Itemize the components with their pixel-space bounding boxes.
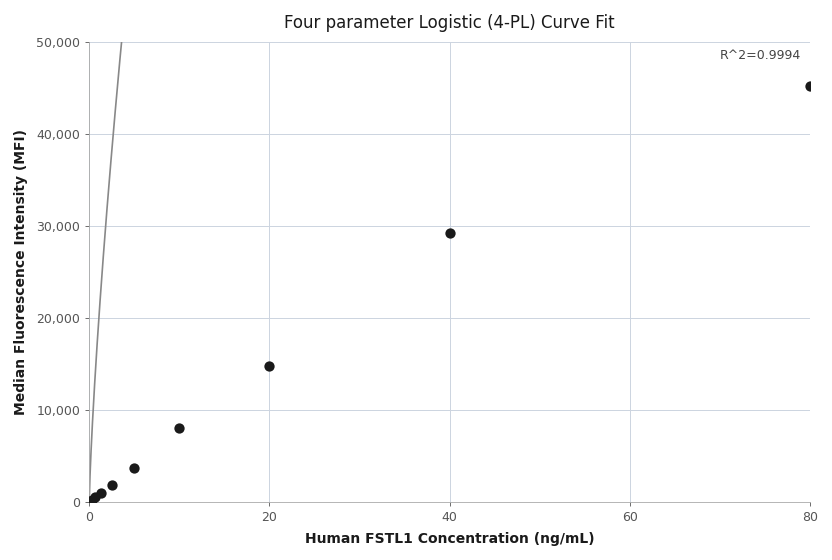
Point — [127, 463, 141, 472]
X-axis label: Human FSTL1 Concentration (ng/mL): Human FSTL1 Concentration (ng/mL) — [305, 532, 595, 546]
Title: Four parameter Logistic (4-PL) Curve Fit: Four parameter Logistic (4-PL) Curve Fit — [285, 14, 615, 32]
Y-axis label: Median Fluorescence Intensity (MFI): Median Fluorescence Intensity (MFI) — [14, 129, 28, 415]
Point — [263, 361, 276, 370]
Point — [105, 480, 118, 489]
Point — [804, 81, 817, 90]
Point — [173, 424, 186, 433]
Point — [443, 228, 456, 237]
Point — [94, 489, 107, 498]
Point — [88, 493, 102, 502]
Point — [86, 496, 99, 505]
Text: R^2=0.9994: R^2=0.9994 — [720, 49, 801, 62]
